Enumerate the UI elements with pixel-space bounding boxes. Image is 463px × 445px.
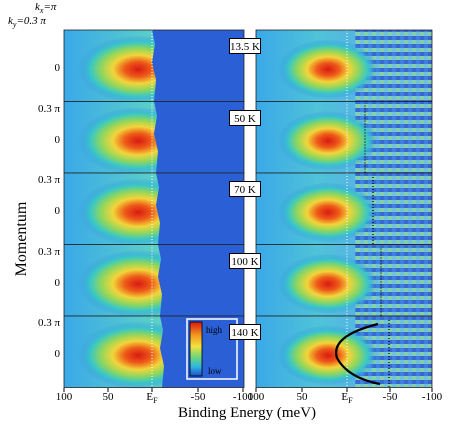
y-tick-top: 0.3 π xyxy=(37,245,60,258)
ky-subscript: y xyxy=(12,20,17,30)
x-axis-label: Binding Energy (meV) xyxy=(178,405,317,421)
x-tick-label-right: EF xyxy=(341,391,353,406)
x-tick-label-right: -100 xyxy=(421,391,443,403)
right-intensity-blob xyxy=(278,253,378,314)
kx-label: kx=π xyxy=(35,2,56,16)
panel-1 xyxy=(63,101,433,175)
ef-subscript: F xyxy=(348,396,353,406)
right-panel-frame xyxy=(255,315,433,388)
right-intensity-blob xyxy=(278,39,378,100)
colorbar-high-label: high xyxy=(206,325,223,335)
temperature-label: 13.5 K xyxy=(229,38,261,54)
colorbar-frame xyxy=(186,318,238,380)
left-blue-region xyxy=(152,30,244,102)
kx-symbol: k xyxy=(35,1,40,13)
y-tick-zero: 0 xyxy=(54,276,61,289)
y-tick-zero: 0 xyxy=(54,205,61,218)
ky-label: ky=0.3 π xyxy=(8,16,46,30)
colorbar-gradient xyxy=(189,321,203,377)
ky-symbol: k xyxy=(8,15,13,27)
temperature-label: 140 K xyxy=(229,324,261,340)
left-blue-region xyxy=(156,173,244,245)
panel-0 xyxy=(63,29,433,104)
temperature-label: 70 K xyxy=(229,181,261,197)
dispersion-curve xyxy=(335,322,381,386)
right-intensity-blob xyxy=(278,182,378,243)
y-tick-top: 0.3 π xyxy=(37,174,60,186)
right-intensity-blob xyxy=(278,325,378,386)
x-tick-label-right: -50 xyxy=(382,391,398,403)
panel-3 xyxy=(63,244,433,318)
kx-value: =π xyxy=(43,1,57,13)
kx-subscript: x xyxy=(39,6,44,16)
right-intensity-blob xyxy=(278,110,378,171)
left-blue-region xyxy=(158,244,244,316)
left-panel-frame xyxy=(63,315,245,388)
x-tick-label-right: 50 xyxy=(296,391,308,403)
x-tick-label-left: -50 xyxy=(190,391,206,403)
temperature-label: 50 K xyxy=(229,109,261,126)
panel-2 xyxy=(63,172,433,247)
left-blue-region xyxy=(154,101,244,173)
panels-layer xyxy=(63,29,433,392)
x-tick-label-left: EF xyxy=(146,391,158,406)
x-tick-label-right: 100 xyxy=(247,391,265,403)
y-tick-zero: 0 xyxy=(54,348,61,361)
temperature-label: 100 K xyxy=(229,252,261,269)
y-tick-top: 0.3 π xyxy=(37,317,60,329)
x-tick-label-left: 100 xyxy=(55,391,73,403)
ky-value: =0.3 π xyxy=(16,15,46,27)
y-tick-zero: 0 xyxy=(54,62,61,75)
x-tick-label-left: 50 xyxy=(102,391,114,403)
ef-subscript: F xyxy=(153,396,158,406)
x-tick-label-left: -100 xyxy=(232,391,254,403)
panel-4 xyxy=(63,315,433,390)
y-tick-top: 0.3 π xyxy=(37,102,60,115)
colorbar-low-label: low xyxy=(208,366,222,376)
y-tick-zero: 0 xyxy=(54,133,61,146)
